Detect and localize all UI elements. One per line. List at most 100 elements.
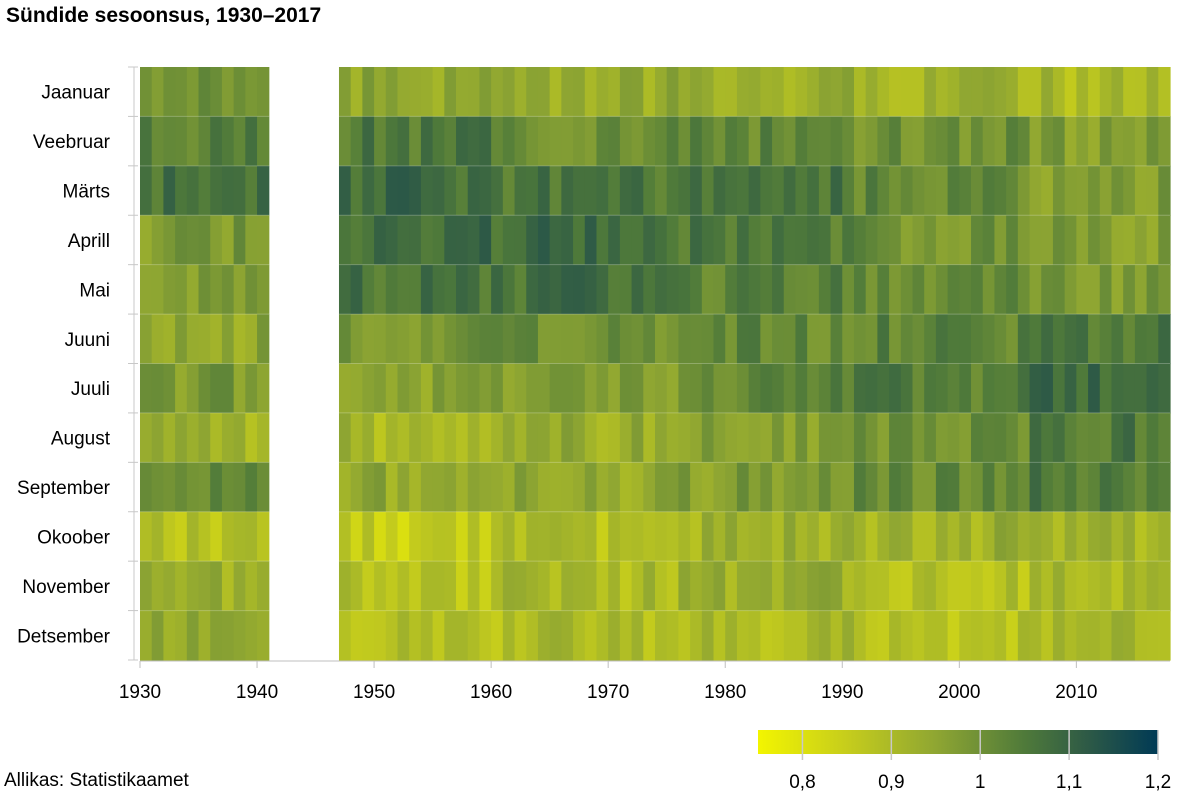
heatmap-cell — [900, 264, 914, 315]
heatmap-cell — [947, 314, 960, 365]
heatmap-cell — [385, 264, 399, 315]
heatmap-cell — [198, 412, 211, 463]
heatmap-cell — [151, 165, 164, 216]
heatmap-cell — [526, 412, 539, 463]
heatmap-cell — [994, 116, 1007, 167]
heatmap-cell — [959, 363, 972, 414]
heatmap-cell — [678, 116, 691, 167]
heatmap-cell — [935, 314, 949, 365]
heatmap-cell — [725, 215, 738, 266]
heatmap-cell — [608, 314, 621, 365]
heatmap-cell — [1158, 511, 1171, 562]
heatmap-cell — [924, 165, 937, 216]
heatmap-cell — [537, 412, 551, 463]
heatmap-cell — [643, 264, 656, 315]
heatmap-cell — [631, 363, 644, 414]
heatmap-cell — [608, 116, 621, 167]
heatmap-cell — [221, 67, 235, 118]
heatmap-cell — [971, 264, 984, 315]
heatmap-cell — [210, 314, 223, 365]
heatmap-cell — [971, 116, 984, 167]
heatmap-cell — [795, 264, 808, 315]
heatmap-cell — [1146, 314, 1159, 365]
heatmap-cell — [362, 165, 375, 216]
heatmap-cell — [1041, 610, 1054, 661]
heatmap-cell — [374, 412, 387, 463]
heatmap-cell — [175, 363, 188, 414]
heatmap-cell — [701, 610, 715, 661]
heatmap-cell — [619, 67, 633, 118]
heatmap-cell — [1064, 561, 1077, 612]
heatmap-cell — [713, 462, 726, 513]
heatmap-cell — [233, 67, 246, 118]
heatmap-cell — [947, 610, 960, 661]
heatmap-cell — [994, 165, 1007, 216]
heatmap-cell — [233, 314, 246, 365]
heatmap-cell — [655, 264, 668, 315]
heatmap-cell — [994, 264, 1007, 315]
heatmap-cell — [573, 511, 586, 562]
heatmap-cell — [151, 561, 164, 612]
heatmap-cell — [619, 462, 633, 513]
heatmap-cell — [1029, 412, 1042, 463]
heatmap-cell — [924, 462, 937, 513]
x-tick-label: 1970 — [587, 682, 629, 703]
heatmap-cell — [1029, 67, 1042, 118]
heatmap-cell — [807, 561, 820, 612]
heatmap-cell — [456, 412, 469, 463]
heatmap-cell — [257, 511, 270, 562]
heatmap-cell — [655, 610, 668, 661]
heatmap-cell — [1146, 561, 1159, 612]
heatmap-cell — [1111, 511, 1124, 562]
heatmap-cell — [1111, 116, 1124, 167]
heatmap-cell — [795, 610, 808, 661]
heatmap-cell — [1052, 215, 1066, 266]
heatmap-cell — [1017, 462, 1031, 513]
heatmap-cell — [1099, 610, 1113, 661]
heatmap-cell — [631, 511, 644, 562]
heatmap-cell — [362, 314, 375, 365]
heatmap-cell — [853, 511, 867, 562]
heatmap-cell — [748, 314, 761, 365]
heatmap-cell — [397, 165, 410, 216]
heatmap-cell — [561, 462, 574, 513]
heatmap-cell — [889, 215, 902, 266]
heatmap-cell — [549, 561, 562, 612]
row-label: Veebruar — [33, 132, 111, 153]
heatmap-cell — [971, 511, 984, 562]
color-legend: 0,8 0,9 1 1,1 1,2 — [758, 730, 1171, 793]
heatmap-cell — [666, 264, 679, 315]
heatmap-cell — [924, 215, 937, 266]
heatmap-cell — [818, 462, 832, 513]
heatmap-cell — [362, 561, 375, 612]
heatmap-cell — [432, 314, 445, 365]
heatmap-cell — [362, 462, 375, 513]
heatmap-cell — [842, 561, 855, 612]
heatmap-cell — [502, 215, 516, 266]
heatmap-cell — [526, 314, 539, 365]
heatmap-cell — [889, 462, 902, 513]
heatmap-cell — [1017, 116, 1031, 167]
heatmap-cell — [877, 561, 890, 612]
heatmap-cell — [935, 412, 949, 463]
heatmap-cell — [1052, 511, 1066, 562]
heatmap-cell — [1123, 561, 1136, 612]
heatmap-cell — [549, 314, 562, 365]
heatmap-cell — [795, 412, 808, 463]
heatmap-cell — [1134, 511, 1148, 562]
heatmap-cell — [760, 610, 773, 661]
heatmap-cell — [537, 610, 551, 661]
heatmap-cell — [807, 215, 820, 266]
heatmap-cell — [736, 363, 750, 414]
heatmap-cell — [561, 363, 574, 414]
heatmap-cell — [1029, 165, 1042, 216]
heatmap-cell — [853, 215, 867, 266]
heatmap-cell — [842, 462, 855, 513]
heatmap-cell — [1064, 462, 1077, 513]
heatmap-cell — [596, 363, 609, 414]
heatmap-cell — [795, 462, 808, 513]
heatmap-cell — [830, 363, 843, 414]
heatmap-cell — [432, 412, 445, 463]
heatmap-cell — [1158, 116, 1171, 167]
heatmap-cell — [1041, 511, 1054, 562]
